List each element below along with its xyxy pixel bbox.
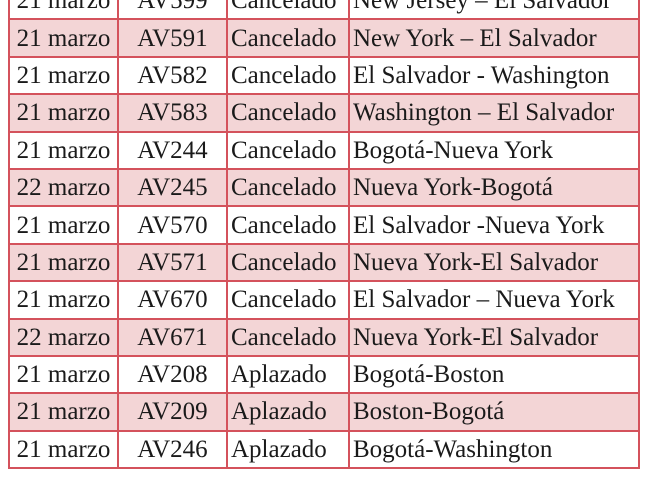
table-row: 21 marzo AV591 Cancelado New York – El Salv… <box>8 18 640 58</box>
date-cell: 21 marzo <box>8 392 119 432</box>
route-cell: El Salvador - Washington <box>348 55 640 96</box>
status-cell: Cancelado <box>226 242 350 283</box>
status-cell: Cancelado <box>226 93 350 133</box>
flight-cell: AV209 <box>117 392 228 432</box>
flight-cell: AV245 <box>117 167 228 208</box>
flight-cell: AV571 <box>117 242 228 283</box>
route-cell: New Jersey – El Salvador <box>348 0 640 21</box>
date-cell: 22 marzo <box>8 317 119 357</box>
table-row: 21 marzo AV583 Cancelado Washington – El Sa… <box>8 93 640 133</box>
table-row: 21 marzo AV246 Aplazado Bogotá-Washington <box>8 429 640 470</box>
table-row: 22 marzo AV671 Cancelado Nueva York-El Salv… <box>8 317 640 357</box>
table-row: 21 marzo AV599 Cancelado New Jersey – El Sa… <box>8 0 640 21</box>
route-cell: Bogotá-Washington <box>348 429 640 470</box>
status-cell: Cancelado <box>226 205 350 245</box>
flight-cell: AV591 <box>117 18 228 58</box>
status-cell: Aplazado <box>226 429 350 470</box>
flight-cell: AV599 <box>117 0 228 21</box>
flight-cell: AV583 <box>117 93 228 133</box>
route-cell: El Salvador – Nueva York <box>348 280 640 320</box>
route-cell: Nueva York-Bogotá <box>348 167 640 208</box>
status-cell: Cancelado <box>226 280 350 320</box>
status-cell: Aplazado <box>226 392 350 432</box>
flight-cell: AV246 <box>117 429 228 470</box>
date-cell: 22 marzo <box>8 167 119 208</box>
status-cell: Cancelado <box>226 167 350 208</box>
flights-table: 21 marzo AV599 Cancelado New Jersey – El Sa… <box>8 0 640 470</box>
status-cell: Cancelado <box>226 317 350 357</box>
route-cell: New York – El Salvador <box>348 18 640 58</box>
date-cell: 21 marzo <box>8 280 119 320</box>
status-cell: Cancelado <box>226 130 350 170</box>
date-cell: 21 marzo <box>8 354 119 395</box>
route-cell: Washington – El Salvador <box>348 93 640 133</box>
date-cell: 21 marzo <box>8 55 119 96</box>
date-cell: 21 marzo <box>8 242 119 283</box>
table-row: 21 marzo AV209 Aplazado Boston-Bogotá <box>8 392 640 432</box>
route-cell: Boston-Bogotá <box>348 392 640 432</box>
date-cell: 21 marzo <box>8 429 119 470</box>
table-row: 22 marzo AV245 Cancelado Nueva York-Bogotá <box>8 167 640 208</box>
date-cell: 21 marzo <box>8 130 119 170</box>
status-cell: Cancelado <box>226 0 350 21</box>
date-cell: 21 marzo <box>8 205 119 245</box>
date-cell: 21 marzo <box>8 0 119 21</box>
table-row: 21 marzo AV670 Cancelado El Salvador – Nuev… <box>8 280 640 320</box>
route-cell: Bogotá-Boston <box>348 354 640 395</box>
flight-cell: AV570 <box>117 205 228 245</box>
status-cell: Cancelado <box>226 18 350 58</box>
status-cell: Cancelado <box>226 55 350 96</box>
route-cell: Nueva York-El Salvador <box>348 317 640 357</box>
table-row: 21 marzo AV582 Cancelado El Salvador - Wash… <box>8 55 640 96</box>
date-cell: 21 marzo <box>8 18 119 58</box>
table-row: 21 marzo AV570 Cancelado El Salvador -Nueva… <box>8 205 640 245</box>
table-row: 21 marzo AV208 Aplazado Bogotá-Boston <box>8 354 640 395</box>
flight-cell: AV582 <box>117 55 228 96</box>
table-row: 21 marzo AV571 Cancelado Nueva York-El Salv… <box>8 242 640 283</box>
status-cell: Aplazado <box>226 354 350 395</box>
flight-cell: AV208 <box>117 354 228 395</box>
table-row: 21 marzo AV244 Cancelado Bogotá-Nueva York <box>8 130 640 170</box>
route-cell: Nueva York-El Salvador <box>348 242 640 283</box>
route-cell: Bogotá-Nueva York <box>348 130 640 170</box>
route-cell: El Salvador -Nueva York <box>348 205 640 245</box>
date-cell: 21 marzo <box>8 93 119 133</box>
flight-cell: AV244 <box>117 130 228 170</box>
flight-cell: AV670 <box>117 280 228 320</box>
flight-cell: AV671 <box>117 317 228 357</box>
